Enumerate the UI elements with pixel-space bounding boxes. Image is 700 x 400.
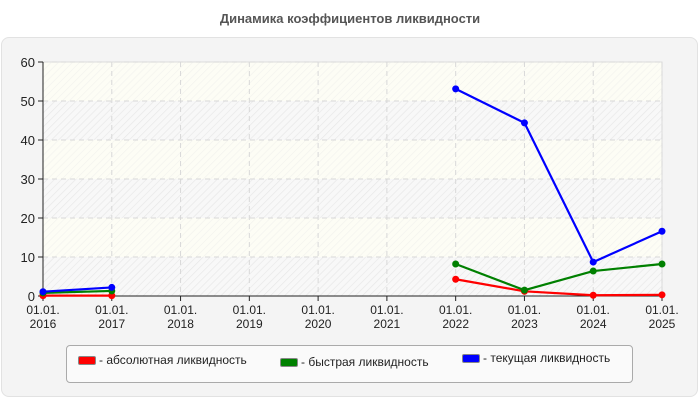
y-tick-label: 30 (21, 172, 35, 187)
data-point (452, 275, 460, 283)
y-tick-label: 40 (21, 133, 35, 148)
data-point (452, 260, 460, 268)
plot-band-hatch (43, 101, 662, 140)
x-tick-label: 01.01. (577, 303, 610, 317)
plot-band-hatch (43, 218, 662, 257)
plot-bands (42, 61, 663, 297)
data-point (589, 258, 597, 266)
chart-title: Динамика коэффициентов ликвидности (219, 11, 481, 26)
x-axis-labels: 01.01.201601.01.201701.01.201801.01.2019… (26, 303, 678, 331)
x-tick-label: 01.01. (233, 303, 266, 317)
data-point (520, 119, 528, 127)
x-tick-label: 2018 (167, 317, 194, 331)
y-tick-label: 60 (21, 55, 35, 70)
plot-band-hatch (43, 179, 662, 218)
x-tick-label: 2025 (649, 317, 676, 331)
y-axis-labels: 0 10 20 30 40 50 60 (21, 55, 35, 304)
y-tick-label: 50 (21, 94, 35, 109)
y-tick-label: 20 (21, 211, 35, 226)
x-tick-label: 2020 (305, 317, 332, 331)
x-tick-label: 01.01. (95, 303, 128, 317)
data-point (452, 85, 460, 93)
series-line (455, 278, 663, 297)
axes (38, 61, 663, 301)
series-line (455, 262, 663, 292)
data-point (658, 227, 666, 235)
x-tick-label: 2016 (30, 317, 57, 331)
legend-swatch-red (78, 355, 96, 365)
x-tick-label: 01.01. (26, 303, 59, 317)
series-lines (39, 85, 666, 300)
plot-band-hatch (43, 140, 662, 179)
x-tick-label: 2024 (580, 317, 607, 331)
plot-band-hatch (43, 62, 662, 101)
legend-label: - быстрая ликвидность (301, 355, 429, 369)
x-tick-label: 2023 (511, 317, 538, 331)
x-tick-label: 01.01. (370, 303, 403, 317)
series-line (42, 286, 112, 293)
series-line (455, 87, 663, 264)
series-line (42, 289, 112, 294)
legend-label: - абсолютная ликвидность (99, 353, 247, 367)
legend-item-quick: - быстрая ликвидность (280, 355, 429, 369)
plot-band-hatch (43, 257, 662, 296)
legend-swatch-green (280, 357, 298, 367)
legend-item-current: - текущая ликвидность (462, 351, 610, 365)
x-tick-label: 2017 (98, 317, 125, 331)
data-point (39, 288, 47, 296)
x-tick-label: 01.01. (301, 303, 334, 317)
series-008000 (39, 260, 666, 297)
x-tick-label: 2019 (236, 317, 263, 331)
series-0000ff (39, 85, 666, 296)
y-tick-label: 0 (28, 289, 35, 304)
legend-item-absolute: - абсолютная ликвидность (78, 353, 247, 367)
y-tick-label: 10 (21, 250, 35, 265)
data-point (658, 260, 666, 268)
data-point (520, 286, 528, 294)
x-tick-label: 01.01. (508, 303, 541, 317)
data-point (589, 267, 597, 275)
data-point (658, 291, 666, 299)
x-tick-label: 01.01. (439, 303, 472, 317)
x-tick-label: 01.01. (164, 303, 197, 317)
grid-lines (43, 61, 663, 296)
legend-label: - текущая ликвидность (483, 351, 611, 365)
legend-swatch-blue (462, 353, 480, 363)
x-tick-label: 01.01. (645, 303, 678, 317)
data-point (589, 291, 597, 299)
x-tick-label: 2022 (442, 317, 469, 331)
legend: - абсолютная ликвидность - быстрая ликви… (66, 345, 633, 383)
data-point (108, 283, 116, 291)
x-tick-label: 2021 (374, 317, 401, 331)
